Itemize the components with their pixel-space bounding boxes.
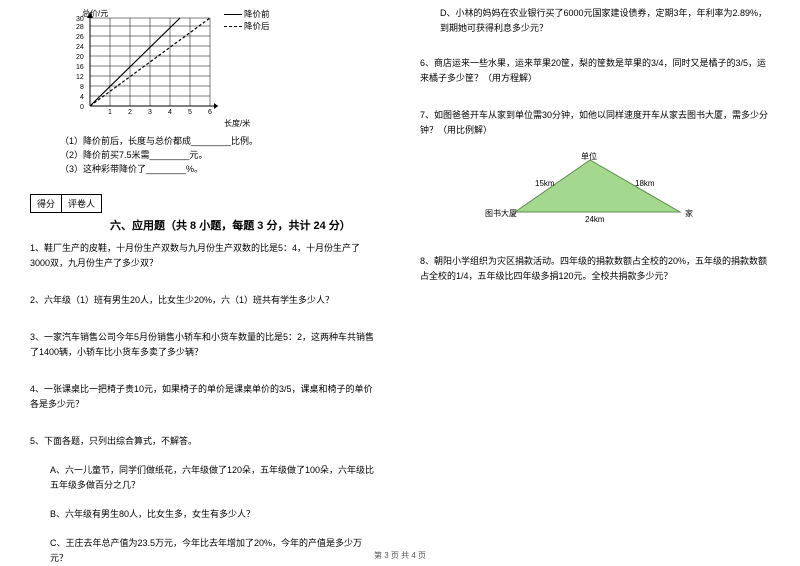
svg-text:8: 8	[80, 84, 84, 91]
svg-text:6: 6	[208, 109, 212, 116]
triangle-diagram: 单位 15km 18km 图书大厦 24km 家	[420, 152, 770, 234]
svg-text:5: 5	[188, 109, 192, 116]
x-axis-label: 长度/米	[224, 118, 270, 130]
left-column: 总价/元	[20, 6, 400, 547]
svg-text:30: 30	[76, 16, 84, 23]
question-5: 5、下面各题，只列出综合算式，不解答。	[30, 434, 380, 449]
chart-legend: 降价前 降价后 长度/米	[224, 8, 270, 130]
price-chart: 总价/元	[70, 6, 220, 116]
triangle-left-side: 15km	[535, 179, 555, 188]
question-5b: B、六年级有男生80人，比女生多，女生有多少人？	[50, 507, 380, 522]
score-box: 得分 评卷人	[30, 194, 102, 213]
score-label: 得分	[31, 195, 62, 212]
sub-question-3: （3）这种彩带降价了________%。	[60, 162, 380, 176]
triangle-bl: 图书大厦	[485, 208, 517, 218]
triangle-br: 家	[685, 208, 693, 218]
svg-text:3: 3	[148, 109, 152, 116]
section-6-title: 六、应用题（共 8 小题，每题 3 分，共计 24 分）	[110, 217, 380, 233]
svg-text:2: 2	[128, 109, 132, 116]
question-5d: D、小林的妈妈在农业银行买了6000元国家建设债券，定期3年，年利率为2.89%…	[440, 6, 770, 36]
svg-text:16: 16	[76, 64, 84, 71]
svg-text:26: 26	[76, 34, 84, 41]
svg-text:20: 20	[76, 54, 84, 61]
svg-text:28: 28	[76, 24, 84, 31]
svg-text:0: 0	[80, 104, 84, 111]
legend-after-label: 降价后	[244, 20, 270, 32]
question-1: 1、鞋厂生产的皮鞋，十月份生产双数与九月份生产双数的比是5：4，十月份生产了30…	[30, 241, 380, 271]
triangle-bottom: 24km	[585, 215, 605, 224]
triangle-right-side: 18km	[635, 179, 655, 188]
question-7: 7、如图爸爸开车从家到单位需30分钟，如他以同样速度开车从家去图书大厦，需多少分…	[420, 108, 770, 138]
grader-label: 评卷人	[62, 195, 101, 212]
right-column: D、小林的妈妈在农业银行买了6000元国家建设债券，定期3年，年利率为2.89%…	[400, 6, 780, 547]
y-axis-label: 总价/元	[82, 8, 108, 18]
svg-text:4: 4	[168, 109, 172, 116]
page-footer: 第 3 页 共 4 页	[0, 550, 800, 561]
legend-solid-icon	[224, 14, 242, 15]
svg-text:4: 4	[80, 94, 84, 101]
question-2: 2、六年级（1）班有男生20人，比女生少20%，六（1）班共有学生多少人？	[30, 293, 380, 308]
question-5a: A、六一儿童节，同学们做纸花，六年级做了120朵，五年级做了100朵，六年级比五…	[50, 463, 380, 493]
svg-text:24: 24	[76, 44, 84, 51]
question-3: 3、一家汽车销售公司今年5月份销售小轿车和小货车数量的比是5：2，这两种车共销售…	[30, 330, 380, 360]
triangle-top: 单位	[581, 152, 597, 161]
sub-question-2: （2）降价前买7.5米需________元。	[60, 148, 380, 162]
sub-question-1: （1）降价前后，长度与总价都成________比例。	[60, 134, 380, 148]
legend-dash-icon	[224, 26, 242, 27]
chart-container: 总价/元	[70, 6, 380, 130]
legend-before-label: 降价前	[244, 8, 270, 20]
svg-text:12: 12	[76, 74, 84, 81]
question-8: 8、朝阳小学组织为灾区捐款活动。四年级的捐款数额占全校的20%，五年级的捐款数额…	[420, 254, 770, 284]
svg-text:1: 1	[108, 109, 112, 116]
question-4: 4、一张课桌比一把椅子贵10元，如果椅子的单价是课桌单价的3/5，课桌和椅子的单…	[30, 382, 380, 412]
question-6: 6、商店运来一些水果，运来苹果20筐，梨的筐数是苹果的3/4，同时又是橘子的3/…	[420, 56, 770, 86]
